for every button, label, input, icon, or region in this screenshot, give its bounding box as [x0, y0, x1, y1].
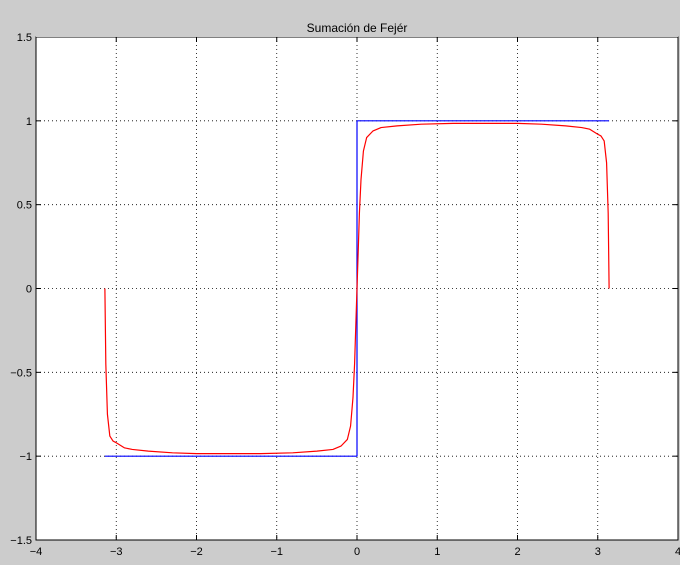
fejer-sum-line: [104, 122, 610, 455]
y-tick-label: 0.5: [17, 200, 32, 212]
x-tick-label: −4: [30, 546, 43, 558]
ticks: −4 −3 −2 −1 0 1 2 3 4 −1.5 −1 −0.5 0 0.5 1 1.5: [10, 32, 680, 558]
y-tick-label: 1: [26, 116, 32, 128]
y-tick-label: −1.5: [10, 535, 32, 547]
x-tick-label: 2: [514, 546, 520, 558]
x-tick-label: 3: [595, 546, 601, 558]
y-tick-label: −1: [19, 451, 32, 463]
x-tick-label: −2: [190, 546, 203, 558]
y-tick-label: −0.5: [10, 367, 32, 379]
x-tick-label: 0: [354, 546, 360, 558]
x-tick-label: −1: [270, 546, 283, 558]
x-tick-label: 4: [675, 546, 680, 558]
series-layer: [104, 120, 610, 457]
chart-title: Sumación de Fejér: [307, 21, 408, 35]
y-tick-label: 0: [26, 284, 32, 296]
x-tick-label: −3: [110, 546, 123, 558]
y-tick-label: 1.5: [17, 32, 32, 44]
x-tick-label: 1: [434, 546, 440, 558]
title-bar: [36, 19, 678, 37]
